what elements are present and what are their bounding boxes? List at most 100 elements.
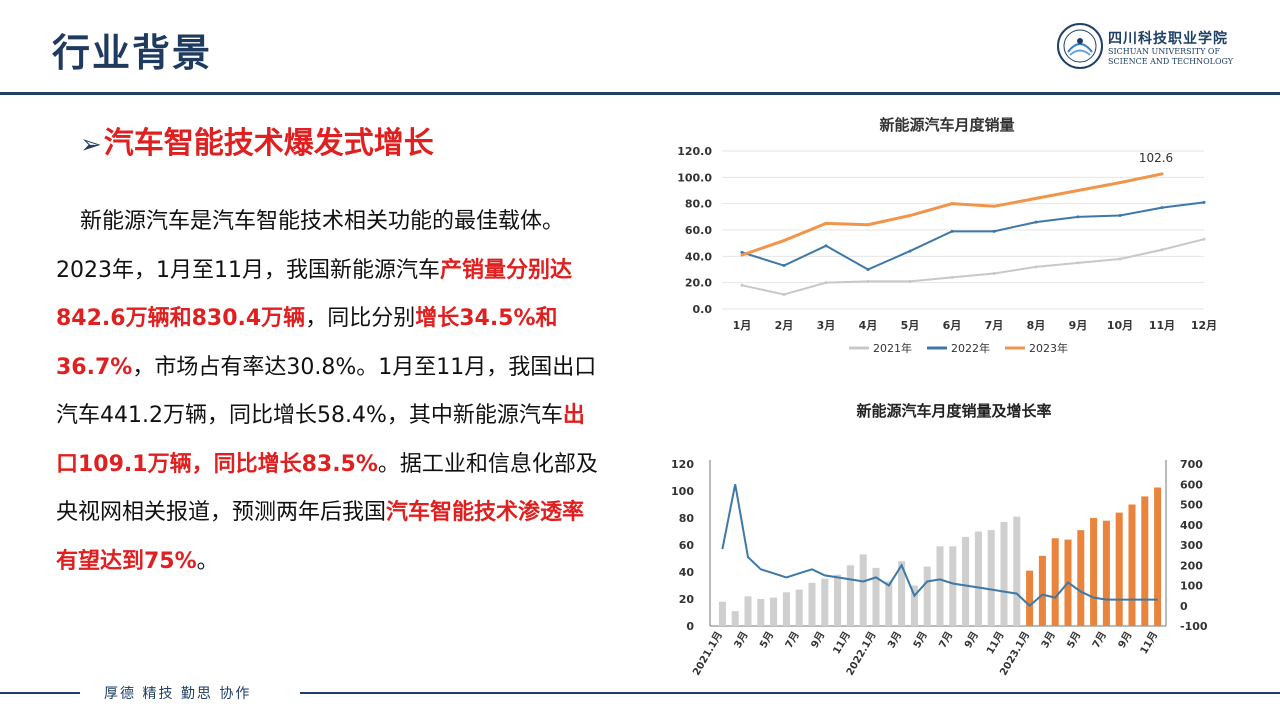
chart1-data-point xyxy=(1076,189,1080,192)
chart2-bar xyxy=(782,592,790,626)
chart1-data-point xyxy=(866,223,870,227)
chart2-bar xyxy=(1141,496,1149,626)
chart1-series-line-2022年 xyxy=(741,201,1205,271)
chart1-data-point xyxy=(1076,261,1080,265)
chart1-data-point xyxy=(1118,257,1122,261)
chart1-title: 新能源汽车月度销量 xyxy=(879,116,1014,134)
chart2-title: 新能源汽车月度销量及增长率 xyxy=(856,402,1051,420)
chart1-data-point xyxy=(740,253,744,257)
chart1-x-tick: 9月 xyxy=(1069,319,1088,332)
highlight-text: 出口109.1万辆，同比增长83.5% xyxy=(56,403,585,477)
section-heading: ➢汽车智能技术爆发式增长 xyxy=(80,118,434,162)
chart2-right-y-tick: 400 xyxy=(1180,519,1203,532)
chart1-x-tick: 2月 xyxy=(775,319,794,332)
chart2-bar xyxy=(1128,504,1136,626)
body-text: ，市场占有率达30.8%。1月至11月，我国出口汽车441.2万辆，同比增长58… xyxy=(56,354,597,429)
chart2-bar xyxy=(859,554,867,626)
chart1-x-tick: 12月 xyxy=(1191,319,1217,332)
chart1-data-point xyxy=(992,229,996,233)
slide-title: 行业背景 xyxy=(52,31,213,75)
chart1-y-tick: 100.0 xyxy=(677,171,712,184)
chart2-right-y-tick: 200 xyxy=(1180,559,1203,572)
chart2-bar xyxy=(821,578,829,626)
chart2-bar xyxy=(1051,538,1059,626)
body-text: ，同比分别 xyxy=(305,306,416,331)
chart1-data-point xyxy=(908,279,912,283)
chart2-bar xyxy=(885,581,893,626)
chart2-right-y-tick: -100 xyxy=(1180,620,1208,633)
chart1-data-point xyxy=(1076,215,1080,219)
chart1-data-point xyxy=(824,244,828,248)
chart1-data-point xyxy=(740,250,744,254)
chart1-legend-label: 2022年 xyxy=(951,341,990,355)
chart1-x-tick: 5月 xyxy=(901,319,920,332)
chart1-data-point xyxy=(1118,214,1122,218)
chart2-bar xyxy=(1000,522,1008,626)
chart1-data-point xyxy=(908,249,912,253)
chart2-left-y-tick: 0 xyxy=(686,620,694,633)
chart1-data-point xyxy=(1034,265,1038,269)
body-text: 。据工业和信息化部及央视网相关报道，预测两年后我国 xyxy=(56,451,598,526)
university-seal-icon xyxy=(1057,23,1103,69)
chart2-right-y-tick: 0 xyxy=(1180,600,1188,613)
chart2-bar xyxy=(1115,512,1123,626)
chart1-data-point xyxy=(1118,181,1122,185)
chart1-data-point xyxy=(1160,206,1164,210)
chart2-right-y-tick: 100 xyxy=(1180,580,1203,593)
chart1-y-tick: 60.0 xyxy=(685,224,712,237)
chart2-bar xyxy=(936,546,944,626)
chart2-bar xyxy=(1026,570,1034,626)
chart1-y-tick: 0.0 xyxy=(693,303,713,316)
chart1-data-point xyxy=(950,275,954,279)
chart2-left-y-tick: 120 xyxy=(671,458,694,471)
section-heading-text: 汽车智能技术爆发式增长 xyxy=(103,126,434,161)
chart2-left-y-tick: 80 xyxy=(679,512,695,525)
chart1-x-tick: 10月 xyxy=(1107,319,1133,332)
chart2-bar xyxy=(974,531,982,626)
chart1-data-point xyxy=(992,204,996,208)
chart2-bar xyxy=(949,546,957,626)
chart1-data-point xyxy=(782,264,786,268)
chart1-data-point xyxy=(908,214,912,218)
chart2-bar xyxy=(731,611,739,626)
chart2-right-y-tick: 600 xyxy=(1180,478,1203,491)
chart2-bar xyxy=(718,601,726,626)
chart1-y-tick: 120.0 xyxy=(677,145,712,158)
chart2-bar xyxy=(1154,487,1162,626)
chart1-x-tick: 11月 xyxy=(1149,319,1175,332)
chart2-bar xyxy=(872,567,880,626)
chart1-y-tick: 20.0 xyxy=(685,277,712,290)
university-logo: 四川科技职业学院 SICHUAN UNIVERSITY OF SCIENCE A… xyxy=(1056,22,1256,74)
chart1-y-tick: 40.0 xyxy=(685,250,712,263)
chart1-y-tick: 80.0 xyxy=(685,198,712,211)
chart2-left-y-tick: 100 xyxy=(671,485,694,498)
chart1-data-point xyxy=(782,293,786,297)
chart2-left-y-tick: 40 xyxy=(679,566,695,579)
footer-line-left xyxy=(0,692,80,694)
chart1-data-point xyxy=(824,221,828,225)
chart1-x-tick: 1月 xyxy=(733,319,752,332)
chart2-right-y-tick: 300 xyxy=(1180,539,1203,552)
chart1-series-line-2021年 xyxy=(741,238,1205,296)
chart2-bar xyxy=(757,599,765,626)
chart1-data-point xyxy=(1034,220,1038,224)
chart1-data-point xyxy=(1034,196,1038,200)
footer-motto: 厚德 精技 勤思 协作 xyxy=(104,686,252,702)
body-paragraph: 新能源汽车是汽车智能技术相关功能的最佳载体。2023年，1月至11月，我国新能源… xyxy=(56,198,601,586)
chart2-background xyxy=(664,388,1230,688)
highlight-text: 产销量分别达842.6万辆和830.4万辆 xyxy=(56,257,572,332)
chart2-bar xyxy=(1077,530,1085,626)
chart1-x-tick: 3月 xyxy=(817,319,836,332)
chart2-left-y-tick: 60 xyxy=(679,539,695,552)
chart1-data-point xyxy=(1160,172,1164,176)
chart1-legend-label: 2021年 xyxy=(873,341,912,355)
chart2-right-y-tick: 500 xyxy=(1180,499,1203,512)
chart2-growth-line xyxy=(721,484,1158,608)
chart2-right-y-tick: 700 xyxy=(1180,458,1203,471)
title-divider xyxy=(0,92,1280,95)
chart2-bar xyxy=(808,582,816,626)
chart1-x-tick: 7月 xyxy=(985,319,1004,332)
body-text: 。 xyxy=(196,548,219,574)
chart2-bar xyxy=(910,585,918,626)
chart2-bar xyxy=(795,589,803,626)
